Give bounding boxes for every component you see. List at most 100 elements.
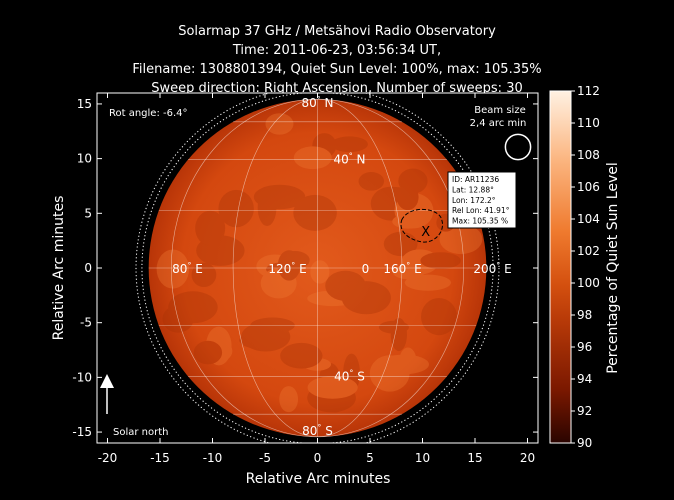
texture-blotch xyxy=(156,249,190,289)
colorbar xyxy=(549,90,572,444)
texture-blotch xyxy=(239,330,289,350)
texture-blotch xyxy=(293,194,337,231)
texture-blotch xyxy=(277,250,301,281)
latitude-label: 40° N xyxy=(333,151,365,166)
texture-blotch xyxy=(439,224,483,255)
title-line-3: Filename: 1308801394, Quiet Sun Level: 1… xyxy=(132,62,542,77)
longitude-label: 120° E xyxy=(268,261,306,276)
colorbar-tick-label: 108 xyxy=(577,148,600,162)
x-tick-label: -20 xyxy=(98,451,118,465)
texture-blotch xyxy=(193,340,223,365)
longitude-line xyxy=(232,98,318,438)
y-tick-label: -5 xyxy=(80,316,92,330)
x-tick-label: 10 xyxy=(415,451,430,465)
latitude-label: 40° S xyxy=(334,369,365,384)
active-region-info-line: Max: 105.35 % xyxy=(452,217,508,226)
title-line-4: Sweep direction: Right Ascension, Number… xyxy=(151,81,523,96)
y-tick-label: 0 xyxy=(84,261,92,275)
longitude-label: 80° E xyxy=(172,261,203,276)
texture-blotch xyxy=(307,383,356,413)
longitude-label: 160° E xyxy=(383,261,421,276)
texture-blotch xyxy=(293,146,332,170)
texture-blotch xyxy=(250,317,295,334)
active-region-contour xyxy=(400,208,444,243)
title-line-2: Time: 2011-06-23, 03:56:34 UT, xyxy=(232,43,442,58)
texture-blotch xyxy=(400,357,426,371)
longitude-label: 200° E xyxy=(473,261,511,276)
texture-blotch xyxy=(325,270,366,301)
texture-blotch xyxy=(303,357,332,371)
solar-limb-outline-outer xyxy=(135,93,500,443)
rot-angle-label: Rot angle: -6.4° xyxy=(109,108,188,119)
x-tick-label: -5 xyxy=(259,451,271,465)
solar-north-label: Solar north xyxy=(113,427,169,438)
texture-blotch xyxy=(311,379,348,405)
longitude-line xyxy=(317,98,464,438)
title-line-1: Solarmap 37 GHz / Metsähovi Radio Observ… xyxy=(178,24,496,39)
texture-blotch xyxy=(260,268,297,299)
texture-blotch xyxy=(198,338,233,364)
texture-blotch xyxy=(341,281,391,315)
texture-blotch xyxy=(307,290,359,307)
texture-blotch xyxy=(218,189,254,228)
y-tick-label: 10 xyxy=(77,152,92,166)
x-tick-label: 20 xyxy=(520,451,535,465)
texture-blotch xyxy=(196,235,245,266)
longitude-line xyxy=(317,98,403,438)
x-tick-label: 5 xyxy=(366,451,374,465)
texture-blotch xyxy=(265,113,294,135)
y-tick-label: -10 xyxy=(72,370,92,384)
texture-blotch xyxy=(358,172,385,191)
texture-blotch xyxy=(392,214,425,229)
texture-blotch xyxy=(168,291,218,324)
x-tick-label: 0 xyxy=(314,451,322,465)
texture-blotch xyxy=(266,262,300,277)
active-region-info-line: Lat: 12.88° xyxy=(452,185,494,194)
y-tick-label: 15 xyxy=(77,97,92,111)
colorbar-label: Percentage of Quiet Sun Level xyxy=(605,162,621,374)
colorbar-tick-label: 102 xyxy=(577,244,600,258)
beam-size-circle xyxy=(504,133,532,161)
longitude-zero-label: 0 xyxy=(362,262,370,276)
texture-blotch xyxy=(420,252,461,269)
sun-texture xyxy=(156,113,483,413)
texture-blotch xyxy=(195,210,226,246)
latitude-label: 80° S xyxy=(302,423,333,438)
texture-blotch xyxy=(390,317,407,352)
longitude-line xyxy=(171,98,318,438)
texture-blotch xyxy=(370,186,413,221)
colorbar-tick-label: 100 xyxy=(577,276,600,290)
texture-blotch xyxy=(319,362,341,397)
texture-blotch xyxy=(376,187,415,211)
active-region-info-line: Rel Lon: 41.91° xyxy=(452,206,510,215)
solar-limb-outline xyxy=(141,93,494,443)
active-region-info-line: Lon: 172.2° xyxy=(452,196,496,205)
y-tick-label: -15 xyxy=(72,425,92,439)
texture-blotch xyxy=(326,398,344,413)
x-axis-ticks: -20 -15 -10 -5 0 5 10 15 20 xyxy=(98,93,535,465)
beam-size-label: Beam size xyxy=(474,105,525,116)
x-tick-label: -10 xyxy=(203,451,223,465)
texture-blotch xyxy=(205,326,232,366)
texture-blotch xyxy=(307,376,358,399)
beam-size-value: 2,4 arc min xyxy=(470,118,527,129)
colorbar-tick-label: 96 xyxy=(577,340,592,354)
x-tick-label: 15 xyxy=(467,451,482,465)
colorbar-tick-label: 90 xyxy=(577,436,592,450)
texture-blotch xyxy=(280,342,323,369)
texture-blotch xyxy=(378,320,409,334)
texture-blotch xyxy=(421,298,457,336)
colorbar-ticks: 90 92 94 96 98 100 102 104 106 108 110 112 xyxy=(571,84,600,450)
texture-blotch xyxy=(392,264,425,280)
texture-blotch xyxy=(280,251,310,270)
colorbar-tick-label: 110 xyxy=(577,116,600,130)
x-tick-label: -15 xyxy=(150,451,170,465)
colorbar-tick-label: 106 xyxy=(577,180,600,194)
active-region-info-line: ID: AR11236 xyxy=(452,175,499,184)
x-axis-label: Relative Arc minutes xyxy=(246,471,391,487)
y-axis-label: Relative Arc minutes xyxy=(51,196,67,341)
solar-north-arrow-icon xyxy=(100,374,114,414)
colorbar-tick-label: 94 xyxy=(577,372,592,386)
y-axis-ticks: -15 -10 -5 0 5 10 15 xyxy=(72,97,538,439)
